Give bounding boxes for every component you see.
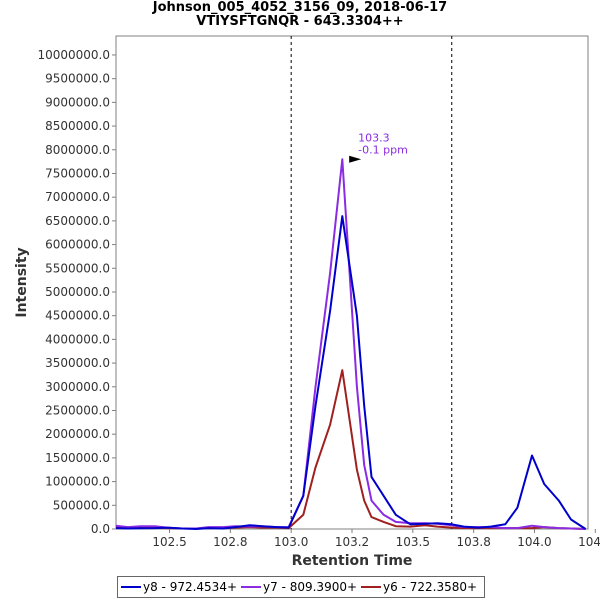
y-axis: 0.0 500000.0 1000000.0 1500000.0 2000000.0 25… — [37, 48, 116, 536]
chart-subtitle: VTIYSFTGNQR - 643.3304++ — [196, 14, 404, 29]
x-tick-label: 103.2 — [335, 535, 369, 549]
peak-annotation-rt: 103.3 — [358, 131, 390, 144]
x-axis: 102.5 102.8 103.0 103.2 103.5 103.8 104.0 104.2 — [152, 529, 600, 549]
x-tick-label: 104.0 — [517, 535, 551, 549]
series-layer — [115, 158, 587, 530]
x-tick-label: 102.8 — [213, 535, 247, 549]
x-axis-label: Retention Time — [292, 553, 413, 569]
retention-markers — [290, 36, 453, 529]
y-tick-label: 4500000.0 — [45, 309, 110, 323]
y-tick-label: 4000000.0 — [45, 332, 110, 346]
legend-label: y8 - 972.4534+ — [143, 580, 238, 594]
y-tick-label: 8000000.0 — [45, 143, 110, 157]
legend-label: y6 - 722.3580+ — [383, 580, 478, 594]
x-tick-label: 103.8 — [456, 535, 490, 549]
y-tick-label: 6500000.0 — [45, 214, 110, 228]
peak-annotation: 103.3 -0.1 ppm — [349, 131, 408, 163]
y-tick-label: 500000.0 — [53, 498, 110, 512]
y-tick-label: 2500000.0 — [45, 403, 110, 417]
y-tick-label: 5000000.0 — [45, 285, 110, 299]
y-tick-label: 9500000.0 — [45, 72, 110, 86]
x-tick-label: 103.5 — [396, 535, 430, 549]
y-tick-label: 0.0 — [91, 522, 110, 536]
legend: y8 - 972.4534+ y7 - 809.3900+ y6 - 722.358… — [117, 576, 486, 598]
y-tick-label: 1500000.0 — [45, 451, 110, 465]
peak-annotation-ppm: -0.1 ppm — [358, 143, 408, 156]
y-tick-label: 2000000.0 — [45, 427, 110, 441]
y-tick-label: 7500000.0 — [45, 166, 110, 180]
legend-label: y7 - 809.3900+ — [263, 580, 358, 594]
y-tick-label: 3500000.0 — [45, 356, 110, 370]
series-line — [115, 215, 587, 530]
y-tick-label: 6000000.0 — [45, 238, 110, 252]
legend-item: y6 - 722.3580+ — [361, 580, 477, 594]
y-tick-label: 10000000.0 — [37, 48, 110, 62]
x-tick-label: 102.5 — [152, 535, 186, 549]
x-tick-label: 104.2 — [578, 535, 600, 549]
chart-title: Johnson_005_4052_3156_09, 2018-06-17 — [152, 0, 448, 15]
legend-swatch — [121, 586, 141, 588]
y-tick-label: 3000000.0 — [45, 380, 110, 394]
y-tick-label: 1000000.0 — [45, 475, 110, 489]
legend-item: y8 - 972.4534+ — [121, 580, 237, 594]
legend-swatch — [361, 586, 382, 588]
y-tick-label: 8500000.0 — [45, 119, 110, 133]
legend-item: y7 - 809.3900+ — [241, 580, 357, 594]
y-tick-label: 9000000.0 — [45, 95, 110, 109]
x-tick-label: 103.0 — [274, 535, 308, 549]
peak-arrow-icon — [349, 155, 362, 163]
y-tick-label: 5500000.0 — [45, 261, 110, 275]
y-axis-label: Intensity — [14, 247, 30, 317]
y-tick-label: 7000000.0 — [45, 190, 110, 204]
legend-swatch — [241, 586, 262, 588]
